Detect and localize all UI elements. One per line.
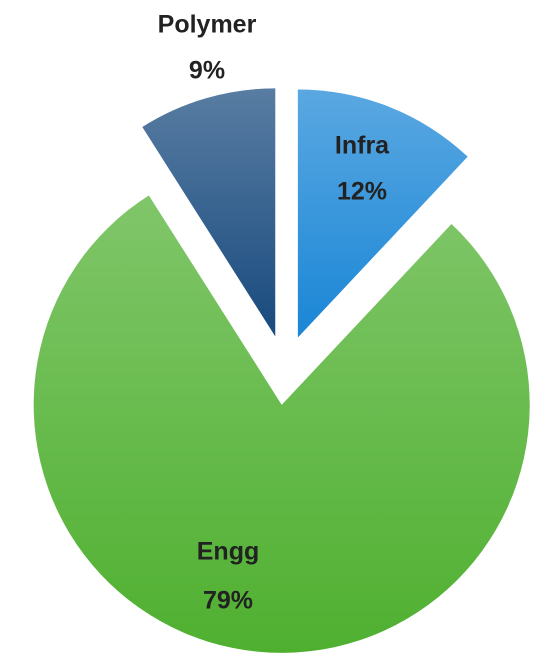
slice-shine [33,195,530,653]
slice-category-label: Infra [335,132,390,160]
slice-shine [297,89,468,338]
slice-value-label: 9% [189,57,225,85]
slice-value-label: 12% [337,178,387,206]
slice-category-label: Polymer [158,11,257,39]
slice-value-label: 79% [203,587,253,615]
slice-shine [142,88,276,337]
slice-category-label: Engg [197,538,260,566]
